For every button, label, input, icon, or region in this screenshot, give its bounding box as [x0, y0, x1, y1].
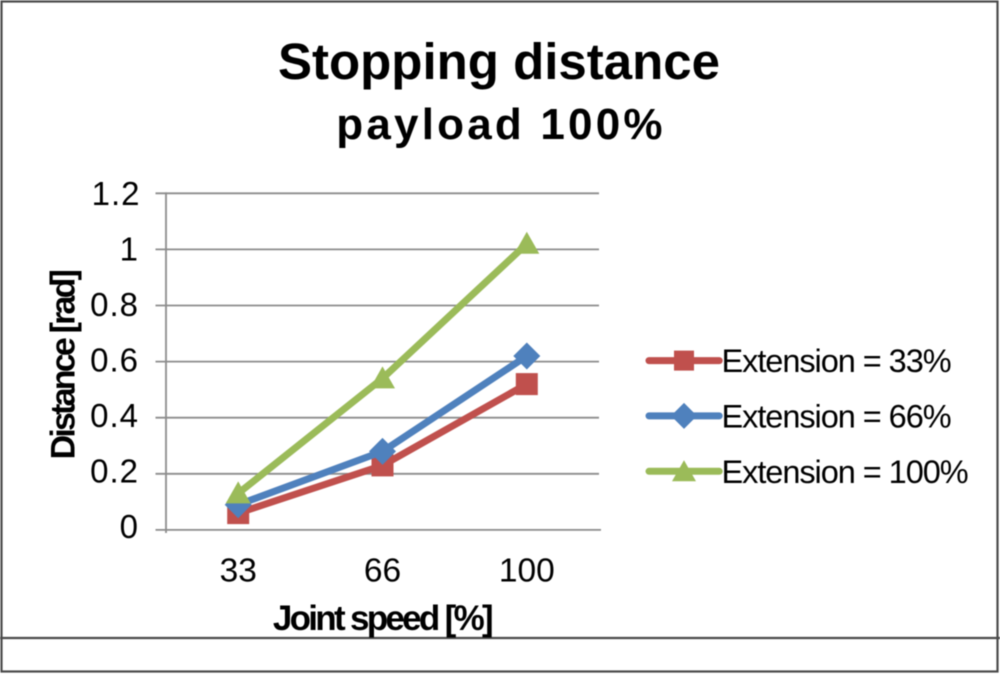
svg-text:Extension = 33%: Extension = 33%	[722, 343, 951, 379]
svg-text:0.6: 0.6	[90, 342, 139, 379]
svg-text:1.2: 1.2	[92, 175, 141, 212]
svg-text:Extension = 66%: Extension = 66%	[722, 399, 951, 435]
svg-text:100: 100	[499, 553, 555, 590]
svg-text:0.2: 0.2	[90, 453, 139, 490]
svg-text:33: 33	[220, 553, 257, 590]
svg-text:0.4: 0.4	[90, 397, 139, 434]
svg-text:1: 1	[120, 231, 139, 268]
svg-text:Joint speed [%]: Joint speed [%]	[273, 599, 492, 638]
svg-text:payload 100%: payload 100%	[336, 100, 665, 149]
svg-text:Extension = 100%: Extension = 100%	[722, 454, 968, 490]
svg-text:Distance [rad]: Distance [rad]	[45, 270, 83, 459]
svg-text:0.8: 0.8	[90, 286, 139, 323]
svg-text:66: 66	[364, 553, 401, 590]
svg-text:Stopping distance: Stopping distance	[278, 33, 720, 90]
svg-text:0: 0	[120, 508, 139, 545]
